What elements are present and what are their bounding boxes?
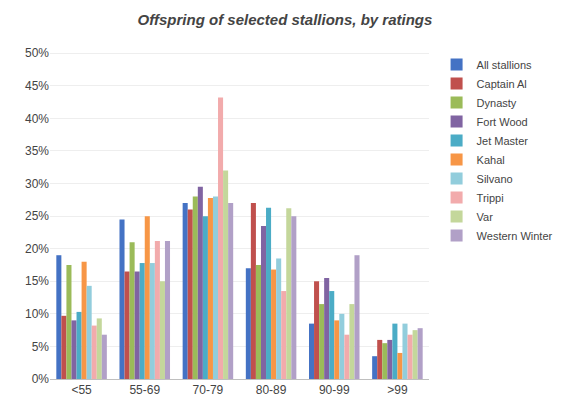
svg-text:Western Winter: Western Winter <box>477 230 553 242</box>
svg-text:<55: <55 <box>71 383 92 397</box>
svg-text:Silvano: Silvano <box>477 173 513 185</box>
svg-text:15%: 15% <box>25 274 49 288</box>
svg-text:Trippi: Trippi <box>477 192 504 204</box>
svg-text:Jet Master: Jet Master <box>477 135 529 147</box>
svg-text:70-79: 70-79 <box>193 383 224 397</box>
svg-text:All stallions: All stallions <box>477 59 533 71</box>
svg-text:Fort Wood: Fort Wood <box>477 116 528 128</box>
svg-text:45%: 45% <box>25 79 49 93</box>
svg-text:20%: 20% <box>25 242 49 256</box>
svg-text:30%: 30% <box>25 177 49 191</box>
svg-text:5%: 5% <box>32 340 50 354</box>
svg-text:Var: Var <box>477 211 494 223</box>
svg-text:55-69: 55-69 <box>129 383 160 397</box>
svg-text:Offspring of selected stallion: Offspring of selected stallions, by rati… <box>138 11 433 28</box>
svg-text:40%: 40% <box>25 112 49 126</box>
svg-text:25%: 25% <box>25 209 49 223</box>
svg-text:35%: 35% <box>25 144 49 158</box>
svg-text:50%: 50% <box>25 46 49 60</box>
svg-text:Kahal: Kahal <box>477 154 505 166</box>
svg-text:80-89: 80-89 <box>256 383 287 397</box>
svg-text:>99: >99 <box>387 383 408 397</box>
svg-text:90-99: 90-99 <box>319 383 350 397</box>
svg-text:0%: 0% <box>32 372 50 386</box>
svg-text:10%: 10% <box>25 307 49 321</box>
svg-text:Captain Al: Captain Al <box>477 78 527 90</box>
svg-text:Dynasty: Dynasty <box>477 97 517 109</box>
